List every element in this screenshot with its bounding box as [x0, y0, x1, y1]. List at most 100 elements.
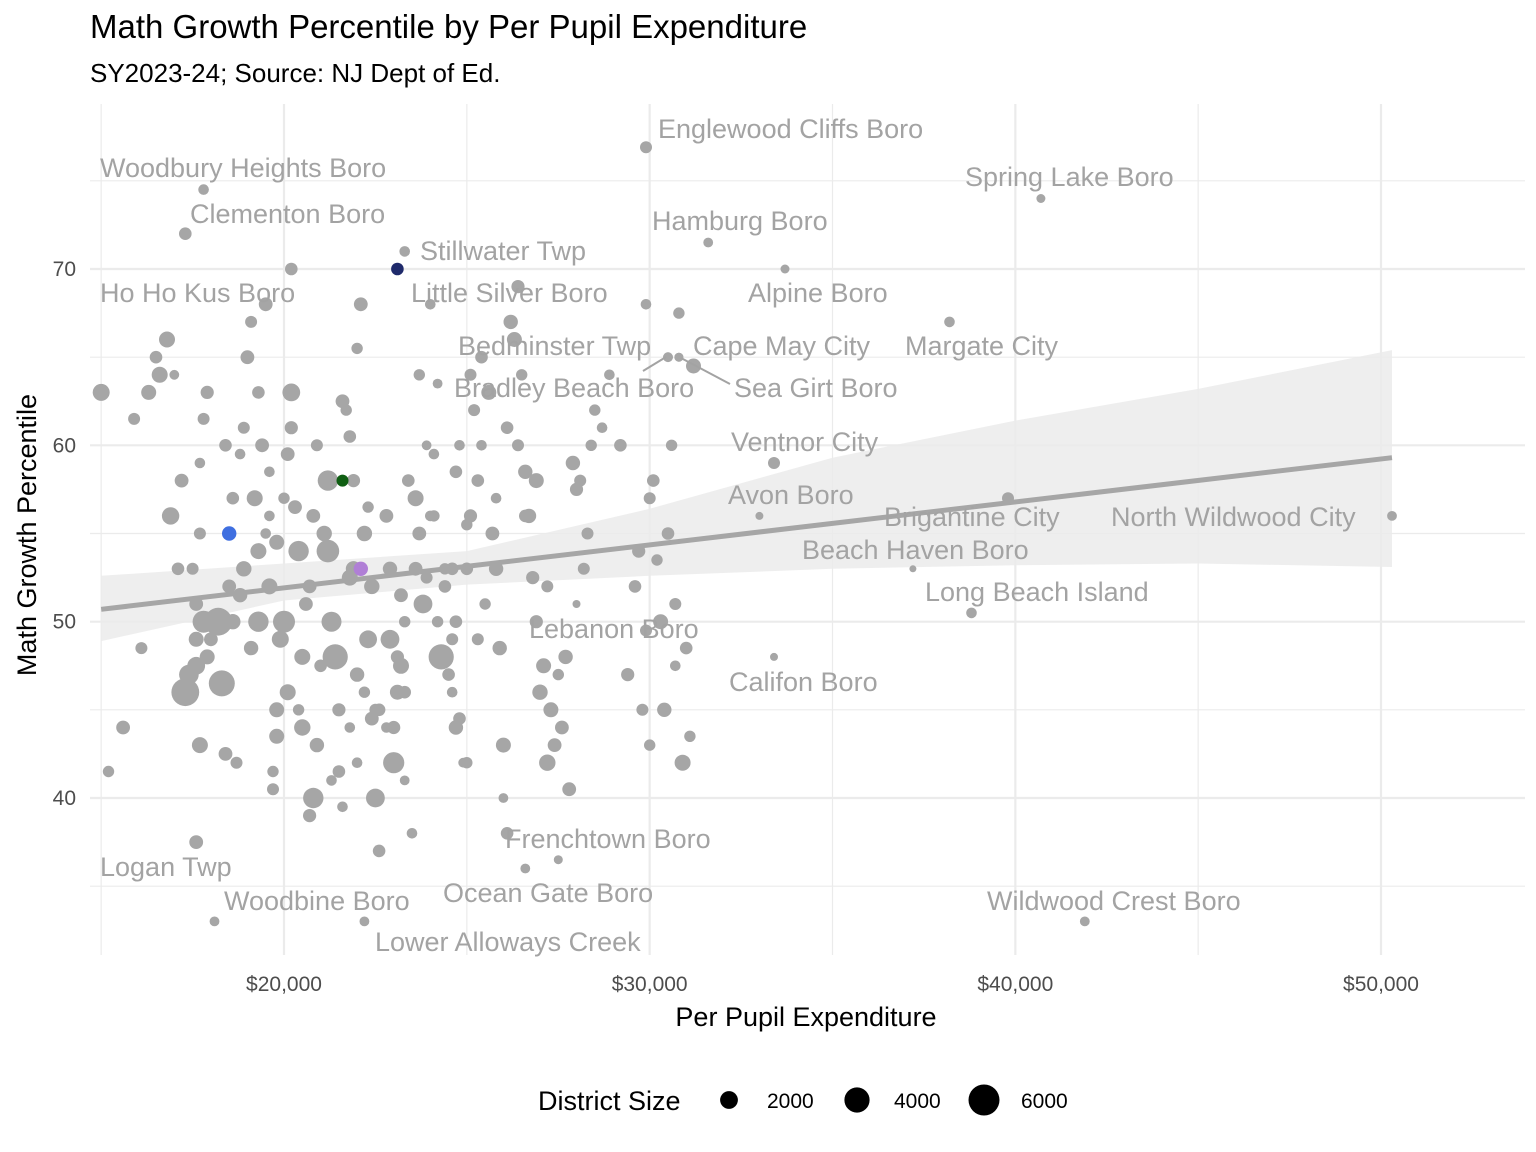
data-point — [640, 141, 652, 154]
data-point — [359, 916, 370, 927]
point-label: Spring Lake Boro — [965, 162, 1174, 192]
data-point — [292, 704, 305, 716]
data-point — [204, 632, 218, 647]
data-point — [209, 916, 220, 927]
data-point — [269, 728, 285, 744]
data-point — [770, 652, 778, 661]
data-point — [944, 316, 955, 328]
data-point — [255, 438, 269, 453]
data-point — [250, 543, 267, 560]
data-point — [640, 299, 652, 310]
data-point — [317, 470, 339, 491]
x-axis-title: Per Pupil Expenditure — [675, 1002, 936, 1032]
data-point — [528, 473, 544, 489]
point-label: Stillwater Twp — [420, 236, 586, 266]
data-point — [326, 775, 337, 786]
data-point — [225, 614, 241, 630]
data-point — [506, 332, 522, 347]
data-point — [421, 440, 432, 451]
data-point — [199, 649, 215, 665]
data-point — [428, 510, 440, 522]
data-point — [200, 385, 214, 399]
data-point — [431, 616, 444, 628]
data-point — [636, 703, 649, 716]
data-point — [547, 738, 562, 752]
data-point — [412, 526, 427, 541]
point-label: North Wildwood City — [1111, 502, 1356, 532]
data-point — [151, 366, 168, 383]
data-point — [198, 184, 209, 195]
data-point — [657, 702, 672, 717]
data-point — [362, 501, 374, 513]
data-point — [428, 644, 454, 670]
data-point — [644, 739, 656, 751]
point-label: Woodbine Boro — [224, 886, 410, 916]
data-point — [670, 660, 681, 672]
data-point — [703, 237, 714, 248]
legend-key — [844, 1087, 870, 1113]
point-label: Ventnor City — [731, 427, 879, 457]
data-point — [369, 703, 382, 716]
data-point — [581, 527, 594, 540]
data-point — [186, 562, 199, 575]
y-tick-label: 40 — [53, 787, 76, 810]
data-point — [449, 615, 463, 628]
data-point — [314, 659, 327, 673]
point-labels: Englewood Cliffs Boro Woodbury Heights Bo… — [100, 114, 1356, 957]
y-tick-label: 60 — [53, 434, 76, 457]
data-point — [191, 737, 208, 754]
data-point — [246, 490, 263, 507]
point-label: Wildwood Crest Boro — [987, 886, 1241, 916]
data-point — [240, 350, 255, 365]
data-point — [188, 631, 204, 647]
data-point — [679, 641, 693, 655]
trend-line-path — [100, 455, 1393, 612]
data-point — [536, 658, 552, 674]
point-label: Sea Girt Boro — [734, 373, 898, 403]
data-point — [780, 264, 790, 274]
x-tick-label: $20,000 — [246, 973, 322, 996]
data-point — [512, 439, 524, 452]
point-label: Hamburg Boro — [652, 206, 828, 236]
data-point — [269, 702, 285, 718]
data-point — [461, 757, 473, 769]
chart-title: Math Growth Percentile by Per Pupil Expe… — [90, 8, 808, 45]
data-point — [468, 404, 481, 417]
data-point — [453, 712, 466, 725]
data-point — [116, 720, 130, 735]
data-point — [161, 507, 180, 525]
data-point — [322, 644, 348, 670]
data-point — [282, 383, 301, 402]
data-point — [495, 737, 511, 753]
data-point — [572, 600, 581, 608]
data-point — [252, 386, 265, 399]
data-point — [264, 510, 275, 522]
data-point — [529, 615, 543, 629]
data-point — [643, 492, 656, 505]
data-point — [309, 737, 325, 753]
data-point — [553, 855, 563, 865]
data-point — [399, 246, 411, 257]
data-point — [219, 439, 232, 452]
data-point — [541, 580, 554, 593]
data-point — [208, 670, 235, 697]
data-point — [398, 685, 412, 699]
highlighted-point — [391, 262, 404, 276]
data-point — [471, 633, 484, 646]
data-point — [284, 421, 298, 435]
confidence-band-area — [101, 350, 1393, 642]
data-point — [684, 730, 696, 742]
data-point — [193, 527, 206, 540]
data-point — [1387, 511, 1397, 521]
data-point — [159, 331, 175, 348]
data-point — [413, 594, 433, 614]
data-point — [372, 844, 386, 858]
data-point — [380, 629, 400, 649]
data-point — [288, 500, 302, 514]
data-point — [288, 540, 309, 562]
legend-title: District Size — [538, 1086, 681, 1116]
data-point — [413, 369, 425, 381]
data-point — [135, 642, 148, 655]
data-point — [621, 668, 635, 682]
data-point — [653, 614, 669, 630]
